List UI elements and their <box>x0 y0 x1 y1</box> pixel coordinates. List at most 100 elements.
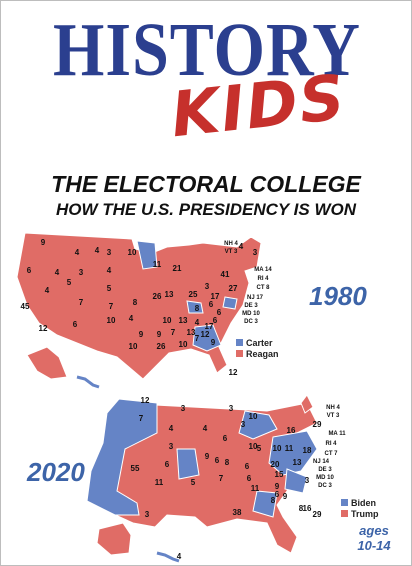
state-ev-label: 9 <box>157 330 162 339</box>
state-ev-label: 7 <box>195 334 200 343</box>
state-ev-label: 3 <box>305 476 310 485</box>
state-ev-label: 10 <box>107 316 116 325</box>
state-ev-label: 29 <box>313 510 322 519</box>
state-ev-label: MD 10 <box>242 311 260 317</box>
age-range: ages 10-14 <box>349 523 399 553</box>
map-2020-small-labels: NH 4 VT 3 MA 11 RI 4 CT 7 NJ 14 DE 3 MD 10 DC 3 <box>313 405 346 489</box>
swatch-biden <box>341 499 348 506</box>
state-ev-label: 27 <box>229 284 238 293</box>
state-ev-label: 3 <box>79 268 84 277</box>
state-ev-label: 3 <box>169 442 174 451</box>
state-ev-label: 4 <box>45 286 50 295</box>
state-ev-label: 25 <box>189 290 198 299</box>
state-ev-label: 8 <box>225 458 230 467</box>
state-ev-label: 9 <box>139 330 144 339</box>
cover-subtitle: HOW THE U.S. PRESIDENCY IS WON <box>55 200 357 219</box>
legend-2020: Biden Trump <box>341 497 379 519</box>
state-ev-label: 3 <box>145 510 150 519</box>
state-ev-label: 38 <box>233 508 242 517</box>
legend-item-trump: Trump <box>341 508 379 519</box>
state-ev-label: 7 <box>171 328 176 337</box>
state-ev-label: 4 <box>129 314 134 323</box>
state-ev-label: 3 <box>241 420 246 429</box>
state-ev-label: 55 <box>131 464 140 473</box>
state-ev-label: 5 <box>191 478 196 487</box>
brand-kids: KIDS <box>167 60 350 152</box>
state-ev-label: 20 <box>271 460 280 469</box>
state-ev-label: 12 <box>201 330 210 339</box>
state-ev-label: 4 <box>169 424 174 433</box>
map-1980-small-labels: NH 4 VT 3 MA 14 RI 4 CT 8 NJ 17 DE 3 MD 10 DC 3 <box>224 241 272 325</box>
legend-label-trump: Trump <box>351 508 379 519</box>
state-ev-label: VT 3 <box>225 249 238 255</box>
legend-1980: Carter Reagan <box>236 337 279 359</box>
state-ev-label: RI 4 <box>325 441 337 447</box>
state-ev-label: RI 4 <box>257 276 269 282</box>
state-ev-label: 6 <box>215 456 220 465</box>
legend-label-carter: Carter <box>246 337 273 348</box>
state-ev-label: NH 4 <box>326 405 340 411</box>
state-ev-label: 4 <box>95 246 100 255</box>
map-2020-states <box>86 394 318 563</box>
state-ev-label: 10 <box>273 444 282 453</box>
cover-title: THE ELECTORAL COLLEGE <box>51 171 361 197</box>
state-ev-label: NH 4 <box>224 241 238 247</box>
legend-item-reagan: Reagan <box>236 348 279 359</box>
state-ev-label: 12 <box>229 368 238 377</box>
state-ev-label: 11 <box>155 478 164 487</box>
state-ev-label: 7 <box>79 298 84 307</box>
state-ev-label: 6 <box>165 460 170 469</box>
state-ev-label: MA 14 <box>254 267 272 273</box>
state-ev-label: 4 <box>107 266 112 275</box>
state-ev-label: 6 <box>73 320 78 329</box>
year-2020: 2020 <box>27 457 85 487</box>
state-ev-label: 41 <box>221 270 230 279</box>
state-ev-label: 3 <box>181 404 186 413</box>
swatch-reagan <box>236 350 243 357</box>
state-ev-label: 3 <box>253 248 258 257</box>
state-ev-label: 10 <box>249 412 258 421</box>
brand-history: HISTORY <box>53 8 361 93</box>
state-ev-label: 13 <box>187 328 196 337</box>
ages-range-value: 10-14 <box>357 538 391 553</box>
state-ev-label: 8 <box>299 504 304 513</box>
state-ev-label: 10 <box>129 342 138 351</box>
state-ev-label: 5 <box>107 284 112 293</box>
state-ev-label: 13 <box>165 290 174 299</box>
state-ev-label: 4 <box>195 318 200 327</box>
state-ev-label: 11 <box>153 260 162 269</box>
state-ev-label: 4 <box>55 268 60 277</box>
state-ev-label: 6 <box>209 300 214 309</box>
state-ev-label: 7 <box>139 414 144 423</box>
state-ev-label: 11 <box>251 484 260 493</box>
state-ev-label: 9 <box>211 338 216 347</box>
state-ev-label: 10 <box>163 316 172 325</box>
state-ev-label: 9 <box>283 492 288 501</box>
state-ev-label: NJ 17 <box>247 295 264 301</box>
state-ev-label: 6 <box>247 474 252 483</box>
state-ev-label: 12 <box>141 396 150 405</box>
state-ev-label: CT 8 <box>256 285 270 291</box>
state-ev-label: 4 <box>75 248 80 257</box>
state-ev-label: 21 <box>173 264 182 273</box>
state-ev-label: 8 <box>195 304 200 313</box>
state-ev-label: 4 <box>203 424 208 433</box>
state-ev-label: 15 <box>275 470 284 479</box>
state-ev-label: 10 <box>128 248 137 257</box>
state-ev-label: 6 <box>275 490 280 499</box>
state-ev-label: 26 <box>153 292 162 301</box>
legend-label-reagan: Reagan <box>246 348 279 359</box>
state-ev-label: 3 <box>107 248 112 257</box>
state-ev-label: DC 3 <box>244 319 258 325</box>
state-ev-label: 6 <box>245 462 250 471</box>
state-ev-label: 13 <box>179 316 188 325</box>
state-ev-label: 5 <box>67 278 72 287</box>
state-ev-label: 4 <box>177 552 182 561</box>
legend-item-biden: Biden <box>341 497 379 508</box>
state-ev-label: NJ 14 <box>313 459 330 465</box>
state-ev-label: 7 <box>219 474 224 483</box>
state-ev-label: 5 <box>257 444 262 453</box>
